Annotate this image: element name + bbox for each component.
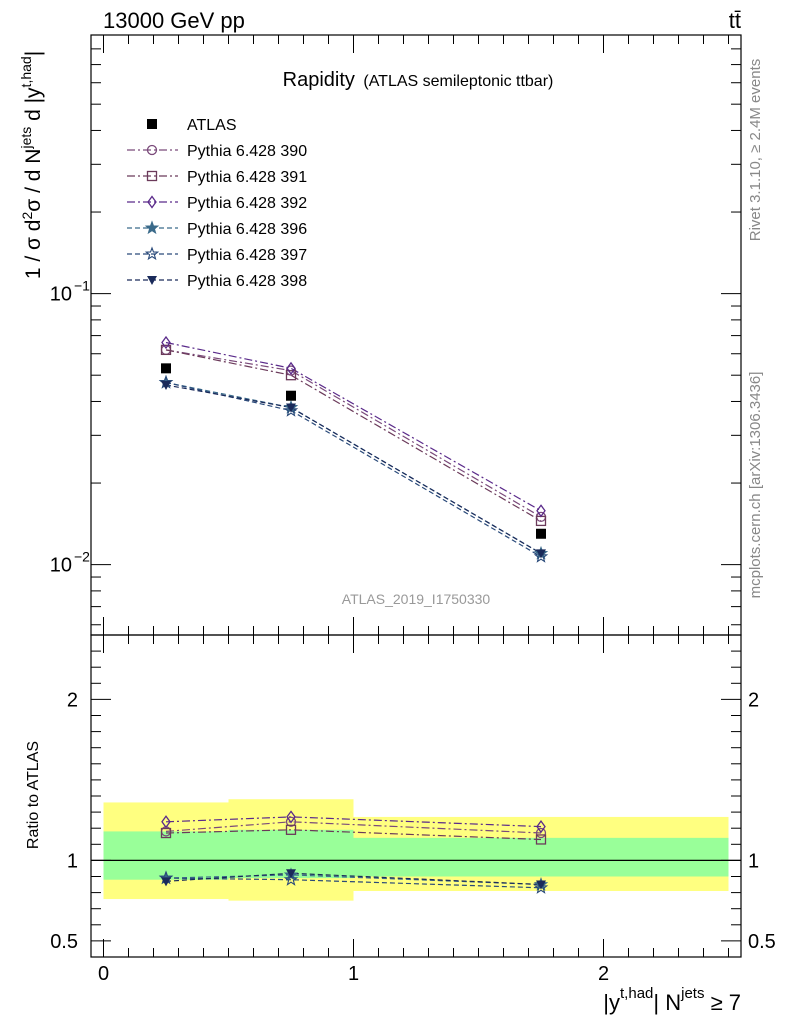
legend-entry: Pythia 6.428 390	[127, 143, 307, 160]
series-line-5	[165, 384, 542, 554]
series-line-2	[165, 341, 542, 512]
ratio-point	[285, 824, 297, 835]
x-tick-label: 0	[98, 963, 109, 985]
series-line-4	[165, 381, 542, 558]
legend-label: Pythia 6.428 390	[187, 143, 307, 160]
legend-marker	[147, 119, 157, 129]
legend-label: Pythia 6.428 392	[187, 195, 307, 212]
legend-entry: Pythia 6.428 396	[127, 220, 307, 238]
series-point	[160, 344, 172, 356]
ratio-point	[160, 827, 172, 839]
x-tick-label: 2	[598, 963, 609, 985]
ratio-point	[286, 810, 296, 824]
legend-label: Pythia 6.428 396	[187, 221, 307, 238]
plot-title-sub: (ATLAS semileptonic ttbar)	[363, 73, 553, 90]
y-tick-label: 10	[50, 284, 72, 306]
series-point	[536, 504, 546, 518]
ratio-point	[283, 872, 299, 886]
data-point	[161, 363, 171, 374]
process-label: tt̄	[729, 8, 741, 33]
ratio-y-tick-label-right: 0.5	[748, 931, 776, 953]
axis-ticks: 0 1 210 −110 −20.5 0.51 12 2	[50, 34, 776, 985]
legend-marker	[146, 170, 158, 182]
ratio-y-tick-label: 0.5	[50, 931, 78, 953]
legend-label: Pythia 6.428 397	[187, 247, 307, 264]
legend-marker	[146, 144, 158, 156]
legend-entry: Pythia 6.428 391	[127, 169, 307, 186]
series-point	[161, 335, 171, 350]
series-point	[533, 549, 549, 563]
main-series-markers	[158, 335, 549, 563]
ratio-line-5	[165, 872, 542, 886]
rivet-version-label: Rivet 3.1.10, ≥ 2.4M events	[747, 59, 764, 242]
y-axis-title: 1 / σ d2σ / d Njets d |yt,had|	[18, 51, 45, 279]
series-line-1	[165, 349, 542, 522]
data-point	[536, 528, 546, 539]
legend-label: ATLAS	[187, 117, 237, 134]
ratio-axis-title: Ratio to ATLAS	[25, 741, 42, 849]
series-point	[286, 403, 296, 413]
mcplots-label: mcplots.cern.ch [arXiv:1306.3436]	[747, 372, 764, 599]
analysis-watermark: ATLAS_2019_I1750330	[342, 591, 491, 607]
legend-marker	[147, 276, 157, 285]
y-tick-exponent: −2	[74, 549, 90, 565]
ratio-series-lines	[165, 816, 542, 889]
ratio-point	[536, 880, 546, 890]
x-axis-title: |yt,had| Njets ≥ 7	[603, 985, 741, 1015]
ratio-point	[161, 815, 171, 829]
ratio-y-tick-label-right: 1	[748, 850, 759, 872]
ratio-point	[286, 869, 296, 879]
ratio-point	[535, 827, 547, 839]
data-point	[286, 390, 296, 401]
legend-label: Pythia 6.428 391	[187, 169, 307, 186]
legend-entry: Pythia 6.428 392	[127, 195, 307, 212]
legend-label: Pythia 6.428 398	[187, 273, 307, 290]
plot-title: Rapidity (ATLAS semileptonic ttbar)	[283, 69, 554, 91]
x-tick-label: 1	[348, 963, 359, 985]
ratio-point	[535, 834, 547, 845]
ratio-line-0	[165, 821, 542, 834]
y-tick-label: 10	[50, 555, 72, 577]
legend-marker	[147, 195, 157, 209]
series-point	[536, 549, 546, 559]
main-series-lines	[165, 341, 542, 558]
series-line-3	[165, 381, 542, 554]
ratio-line-1	[165, 829, 542, 841]
ratio-line-2	[165, 816, 542, 828]
ratio-point	[536, 819, 546, 834]
series-point	[161, 381, 171, 391]
legend-entry: Pythia 6.428 397	[127, 246, 307, 264]
legend-entry: Pythia 6.428 398	[127, 273, 307, 290]
ratio-panel-frame	[90, 634, 742, 958]
series-point	[285, 370, 297, 381]
ratio-y-tick-label: 2	[67, 689, 78, 711]
y-tick-exponent: −1	[74, 278, 90, 294]
series-point	[286, 361, 296, 375]
legend-entry: ATLAS	[147, 117, 237, 134]
legend-marker	[144, 246, 160, 261]
legend: ATLAS Pythia 6.428 390 Pythia 6.428 391 Pyt…	[127, 117, 307, 290]
series-line-0	[165, 349, 542, 518]
ratio-y-tick-label-right: 2	[748, 689, 759, 711]
plot-title-main: Rapidity	[283, 69, 355, 91]
ratio-point	[161, 877, 171, 887]
collision-label: 13000 GeV pp	[103, 8, 245, 33]
ratio-uncertainty-bands	[91, 799, 741, 901]
series-point	[283, 403, 299, 417]
ratio-point	[533, 880, 549, 894]
ratio-y-tick-label: 1	[67, 850, 78, 872]
ratio-point	[285, 816, 297, 827]
ratio-series-markers	[158, 810, 549, 894]
legend-marker	[144, 220, 160, 235]
